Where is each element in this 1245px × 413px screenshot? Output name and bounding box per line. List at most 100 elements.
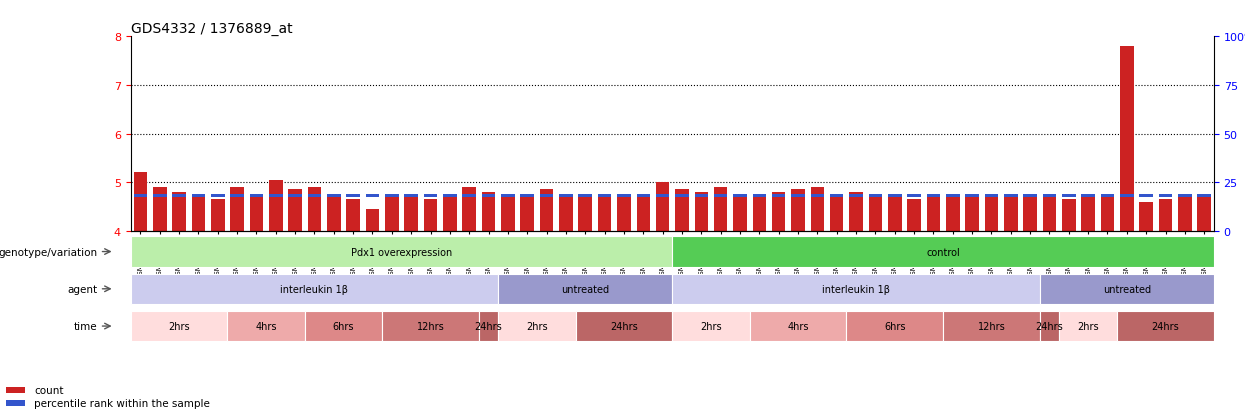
Text: 2hrs: 2hrs (1077, 321, 1099, 331)
Bar (172, 195, 186, 198)
Bar (618, 195, 631, 231)
Bar (131, 237, 672, 267)
Bar (713, 195, 727, 198)
Text: 6hrs: 6hrs (332, 321, 355, 331)
Bar (131, 274, 498, 304)
Bar (346, 200, 360, 231)
Text: 12hrs: 12hrs (417, 321, 444, 331)
Bar (810, 195, 824, 198)
Bar (502, 195, 514, 198)
Text: 2hrs: 2hrs (527, 321, 548, 331)
Bar (985, 197, 998, 231)
Bar (308, 195, 321, 198)
Bar (1117, 311, 1214, 342)
Text: control: control (926, 247, 960, 257)
Bar (888, 195, 901, 198)
Bar (579, 195, 593, 198)
Bar (672, 274, 1040, 304)
Bar (946, 195, 960, 231)
Bar (230, 195, 244, 198)
Bar (1198, 195, 1211, 198)
Bar (849, 192, 863, 231)
Bar (443, 195, 457, 198)
Bar (210, 195, 224, 198)
Bar (502, 195, 514, 231)
Bar (1159, 200, 1173, 231)
Bar (792, 195, 804, 198)
Bar (1003, 195, 1017, 198)
Bar (192, 197, 205, 231)
Bar (250, 195, 263, 231)
Bar (133, 173, 147, 231)
Bar (675, 195, 688, 198)
Bar (656, 195, 670, 198)
Bar (559, 195, 573, 231)
Bar (792, 190, 804, 231)
Bar (752, 195, 766, 231)
Bar (305, 311, 382, 342)
Text: time: time (73, 321, 97, 331)
Bar (479, 311, 498, 342)
Bar (1120, 195, 1134, 198)
Bar (250, 195, 263, 198)
Bar (482, 192, 496, 231)
Bar (944, 311, 1040, 342)
Bar (462, 195, 476, 198)
Bar (1023, 195, 1037, 198)
Bar (366, 209, 380, 231)
Bar (385, 195, 398, 231)
Bar (575, 311, 672, 342)
Bar (462, 188, 476, 231)
Bar (830, 195, 843, 198)
Bar (908, 195, 921, 198)
Bar (1082, 195, 1094, 231)
Bar (385, 195, 398, 198)
Bar (6, 401, 25, 406)
Text: 6hrs: 6hrs (884, 321, 905, 331)
Bar (926, 197, 940, 231)
Bar (153, 188, 167, 231)
Bar (540, 190, 553, 231)
Bar (1178, 195, 1191, 198)
Bar (636, 195, 650, 231)
Text: 4hrs: 4hrs (787, 321, 809, 331)
Text: 2hrs: 2hrs (168, 321, 190, 331)
Bar (405, 195, 418, 198)
Bar (869, 197, 883, 231)
Bar (153, 195, 167, 198)
Bar (733, 195, 747, 231)
Text: untreated: untreated (1103, 284, 1150, 294)
Bar (672, 311, 749, 342)
Bar (366, 195, 380, 198)
Bar (1139, 195, 1153, 198)
Bar (695, 192, 708, 231)
Bar (636, 195, 650, 198)
Bar (1198, 195, 1211, 231)
Bar (228, 311, 305, 342)
Bar (1059, 311, 1117, 342)
Bar (598, 195, 611, 198)
Text: untreated: untreated (561, 284, 609, 294)
Bar (269, 195, 283, 198)
Text: 4hrs: 4hrs (255, 321, 276, 331)
Bar (210, 200, 224, 231)
Text: 24hrs: 24hrs (610, 321, 637, 331)
Bar (382, 311, 479, 342)
Bar (230, 188, 244, 231)
Bar (327, 195, 341, 231)
Bar (1040, 311, 1059, 342)
Bar (327, 195, 341, 198)
Bar (598, 197, 611, 231)
Bar (423, 200, 437, 231)
Bar (559, 195, 573, 198)
Bar (965, 195, 979, 198)
Bar (772, 195, 786, 198)
Bar (849, 195, 863, 198)
Bar (656, 183, 670, 231)
Bar (1062, 200, 1076, 231)
Bar (1120, 47, 1134, 231)
Text: 12hrs: 12hrs (977, 321, 1005, 331)
Bar (869, 195, 883, 198)
Bar (498, 311, 575, 342)
Text: 24hrs: 24hrs (474, 321, 503, 331)
